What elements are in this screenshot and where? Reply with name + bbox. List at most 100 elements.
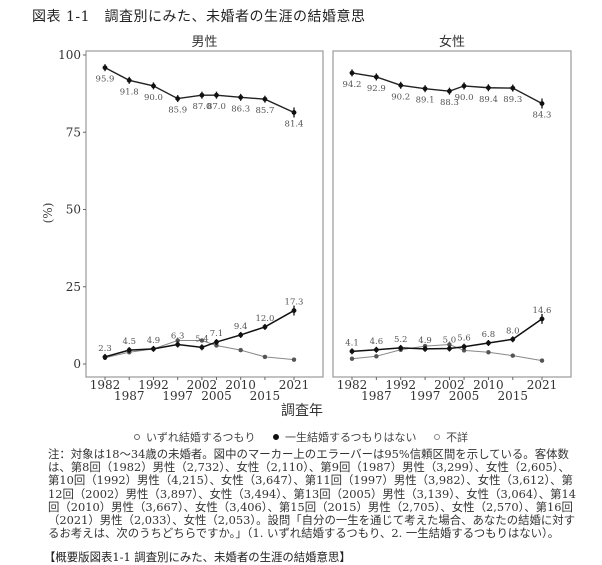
- footnote-text: 注：対象は18～34歳の未婚者。図中のマーカー上のエラーバーは95%信頼区間を示…: [48, 447, 577, 541]
- data-label: 86.3: [231, 104, 250, 114]
- data-point-marker: [510, 336, 516, 342]
- data-label: 87.0: [192, 102, 211, 112]
- y-tick-label: 75: [66, 125, 81, 139]
- x-tick-label: 1992: [385, 378, 416, 392]
- data-point-marker: [349, 348, 355, 354]
- data-label: 89.1: [416, 96, 435, 106]
- data-point-marker: [214, 339, 219, 345]
- data-label: 84.3: [533, 111, 552, 121]
- data-label: 14.6: [533, 306, 552, 316]
- x-tick-label: 1997: [162, 389, 193, 403]
- x-tick-label: 1992: [138, 378, 169, 392]
- series-line: [351, 344, 543, 362]
- data-point-marker: [126, 347, 132, 353]
- data-label: 9.4: [234, 322, 248, 332]
- data-label: 91.8: [120, 87, 139, 97]
- data-point-marker: [374, 354, 379, 359]
- x-tick-label: 2005: [449, 389, 480, 403]
- legend: いずれ結婚するつもり 一生結婚するつもりはない 不詳: [0, 429, 602, 445]
- legend-marker-filled-circle-icon: [273, 434, 279, 440]
- data-point-marker: [446, 346, 452, 351]
- data-point-marker: [349, 70, 355, 76]
- data-point-marker: [349, 356, 355, 361]
- data-label: 89.3: [503, 95, 522, 105]
- data-label: 85.7: [255, 106, 274, 116]
- data-label: 4.9: [147, 336, 161, 346]
- footnote: 注：対象は18～34歳の未婚者。図中のマーカー上のエラーバーは95%信頼区間を示…: [48, 447, 578, 541]
- data-point-marker: [461, 83, 467, 89]
- data-point-marker: [446, 88, 452, 94]
- data-point-marker: [262, 96, 268, 102]
- data-point-marker: [102, 65, 108, 71]
- data-label: 6.8: [482, 330, 496, 340]
- data-point-marker: [238, 332, 244, 338]
- data-label: 6.3: [171, 332, 185, 342]
- data-point-marker: [175, 342, 181, 347]
- data-point-marker: [539, 316, 545, 322]
- legend-marker-grey-circle-icon: [434, 434, 441, 440]
- x-tick-label: 1987: [361, 389, 392, 403]
- data-label: 87.0: [207, 102, 226, 112]
- plot-frame: [85, 50, 324, 378]
- panel-title: 女性: [439, 34, 465, 50]
- data-label: 90.0: [144, 93, 163, 103]
- data-point-marker: [238, 347, 243, 353]
- data-point-marker: [398, 345, 404, 351]
- legend-label: 不詳: [446, 431, 469, 444]
- data-point-marker: [510, 353, 516, 358]
- legend-item-unknown: 不詳: [434, 429, 468, 445]
- data-point-marker: [175, 96, 181, 102]
- data-point-marker: [126, 77, 132, 83]
- data-point-marker: [199, 338, 205, 343]
- x-tick-label: 2015: [497, 389, 528, 403]
- data-point-marker: [102, 354, 108, 360]
- x-tick-label: 1982: [337, 378, 368, 392]
- y-tick-label: 25: [66, 280, 81, 294]
- plot-frame: [332, 50, 572, 378]
- legend-item-will-marry: いずれ結婚するつもり: [133, 429, 256, 445]
- x-tick-label: 2002: [187, 378, 218, 392]
- data-label: 90.2: [391, 92, 410, 102]
- y-tick-label: 0: [73, 357, 81, 371]
- legend-marker-open-circle-icon: [133, 434, 140, 440]
- data-point-marker: [151, 346, 156, 352]
- data-label: 5.0: [443, 336, 457, 346]
- data-point-marker: [486, 350, 491, 355]
- legend-label: いずれ結婚するつもり: [145, 431, 256, 444]
- data-point-marker: [151, 83, 156, 89]
- x-tick-label: 2005: [201, 389, 232, 403]
- data-point-marker: [262, 324, 268, 330]
- data-label: 95.9: [96, 75, 115, 85]
- x-tick-label: 2002: [434, 378, 465, 392]
- x-axis-label: 調査年: [281, 403, 323, 419]
- data-point-marker: [510, 85, 516, 91]
- x-tick-label: 2010: [225, 378, 256, 392]
- data-point-marker: [539, 101, 545, 106]
- data-label: 92.9: [367, 84, 386, 94]
- data-point-marker: [291, 357, 297, 362]
- legend-item-never-marry: 一生結婚するつもりはない: [273, 429, 417, 445]
- data-point-marker: [485, 85, 491, 91]
- data-label: 5.2: [394, 335, 408, 345]
- data-label: 4.1: [345, 338, 359, 348]
- data-point-marker: [461, 344, 467, 350]
- panel-male: 男性 0 25 50 75 100 1982198719921997200220052010…: [58, 35, 324, 403]
- x-tick-label: 2021: [527, 378, 558, 392]
- y-tick-label: 100: [58, 48, 81, 62]
- data-point-marker: [422, 346, 428, 352]
- legend-label: 一生結婚するつもりはない: [285, 431, 417, 444]
- x-tick-label: 2021: [279, 378, 310, 392]
- x-tick-label: 2015: [250, 389, 281, 403]
- data-label: 5.6: [457, 334, 471, 344]
- data-label: 94.2: [343, 80, 362, 90]
- x-tick-label: 2010: [473, 378, 504, 392]
- data-point-marker: [238, 94, 244, 100]
- figure-title: 図表 1-1 調査別にみた、未婚者の生涯の結婚意思: [32, 9, 366, 25]
- data-point-marker: [291, 308, 297, 313]
- data-point-marker: [373, 74, 379, 80]
- data-label: 17.3: [285, 298, 304, 308]
- x-tick-label: 1987: [114, 389, 145, 403]
- summary-caption: 【概要版図表1-1 調査別にみた、未婚者の生涯の結婚意思】: [44, 550, 351, 564]
- data-point-marker: [485, 340, 491, 346]
